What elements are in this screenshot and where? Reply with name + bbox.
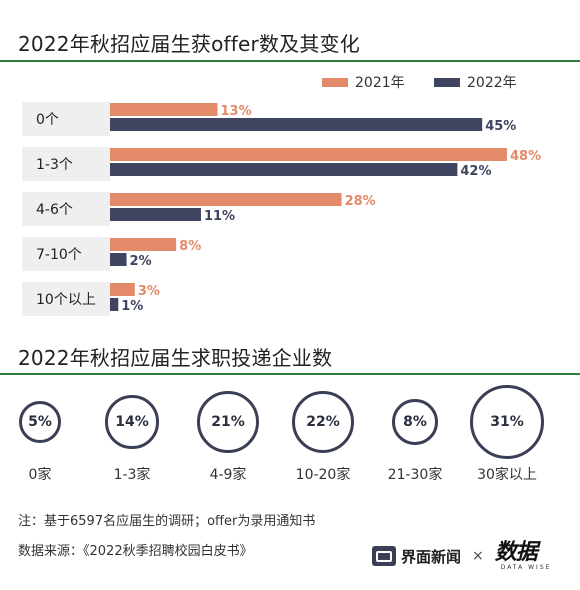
- jiemian-logo-icon: [372, 546, 396, 566]
- bubble-item: 8% 21-30家: [370, 384, 460, 494]
- legend-item-2021: 2021年: [322, 72, 405, 92]
- brand-times: ×: [472, 548, 484, 564]
- bubble-category-label: 30家以上: [477, 467, 537, 483]
- legend-swatch-2022: [434, 77, 460, 87]
- brand-footer: 界面新闻 × 数据 DATA WISE: [372, 538, 561, 574]
- bubble-category-label: 21-30家: [387, 467, 443, 483]
- bubble-circle: 31%: [470, 385, 544, 459]
- bubble-category-label: 4-9家: [209, 467, 247, 483]
- category-label: 0个: [36, 112, 59, 128]
- category-band: [22, 147, 110, 181]
- bar-2021: [110, 238, 177, 251]
- bubble-item: 31% 30家以上: [462, 384, 552, 494]
- bar-2022: [110, 208, 201, 221]
- bar-2021: [110, 283, 135, 296]
- bar-2021: [110, 193, 342, 206]
- bubble-circle: 8%: [392, 399, 438, 445]
- data-label: 2%: [130, 254, 152, 269]
- legend-label-2022: 2022年: [467, 75, 517, 91]
- bubble-item: 5% 0家: [0, 384, 85, 494]
- legend-item-2022: 2022年: [434, 72, 517, 92]
- category-label: 1-3个: [36, 157, 73, 173]
- section2-title: 2022年秋招应届生求职投递企业数: [18, 346, 333, 370]
- data-label: 3%: [138, 284, 160, 299]
- bar-2021: [110, 148, 507, 161]
- category-band: [22, 102, 110, 136]
- footnote: 注：基于6597名应届生的调研；offer为录用通知书: [18, 514, 316, 529]
- category-label: 4-6个: [36, 202, 73, 218]
- section2-divider: [0, 373, 580, 375]
- data-label: 28%: [345, 194, 376, 209]
- bar-2022: [110, 118, 483, 131]
- source-note: 数据来源：《2022秋季招聘校园白皮书》: [18, 544, 253, 559]
- category-label: 7-10个: [36, 247, 82, 263]
- bar-2022: [110, 163, 458, 176]
- data-label: 11%: [204, 209, 235, 224]
- data-label: 45%: [485, 119, 516, 134]
- category-band: [22, 237, 110, 271]
- category-label: 10个以上: [36, 292, 96, 308]
- bar-2022: [110, 298, 119, 311]
- bubble-chart: 5% 0家 14% 1-3家 21% 4-9家 22% 10-20家 8% 21-30家 31% 30…: [0, 384, 580, 494]
- legend-swatch-2021: [322, 77, 348, 87]
- datawise-glyph: 数据: [494, 540, 538, 565]
- data-label: 48%: [510, 149, 541, 164]
- bubble-circle: 5%: [18, 400, 62, 444]
- chart-title: 2022年秋招应届生获offer数及其变化: [18, 32, 360, 56]
- bubble-category-label: 1-3家: [113, 467, 151, 483]
- bubble-circle: 22%: [291, 390, 355, 454]
- bubble-category-label: 10-20家: [295, 467, 351, 483]
- data-label: 8%: [179, 239, 201, 254]
- datawise-logo: 数据 DATA WISE: [495, 538, 561, 574]
- title-divider: [0, 60, 580, 62]
- bubble-circle: 14%: [105, 395, 159, 449]
- bubble-category-label: 0家: [28, 467, 52, 483]
- category-band: [22, 192, 110, 226]
- bubble-item: 21% 4-9家: [183, 384, 273, 494]
- category-band: [22, 282, 110, 316]
- bubble-circle: 21%: [197, 391, 259, 453]
- bar-2022: [110, 253, 127, 266]
- data-label: 13%: [221, 104, 252, 119]
- data-label: 1%: [121, 299, 143, 314]
- data-label: 42%: [460, 164, 491, 179]
- bubble-item: 14% 1-3家: [87, 384, 177, 494]
- offer-bar-chart: 0个 13% 45% 1-3个 48% 42% 4-6个 28% 11% 7-10个 8% 2% 10个…: [22, 102, 541, 316]
- jiemian-brand: 界面新闻: [401, 547, 462, 566]
- legend-label-2021: 2021年: [355, 75, 405, 91]
- bar-2021: [110, 103, 218, 116]
- datawise-text: DATA WISE: [500, 564, 552, 571]
- bubble-item: 22% 10-20家: [278, 384, 368, 494]
